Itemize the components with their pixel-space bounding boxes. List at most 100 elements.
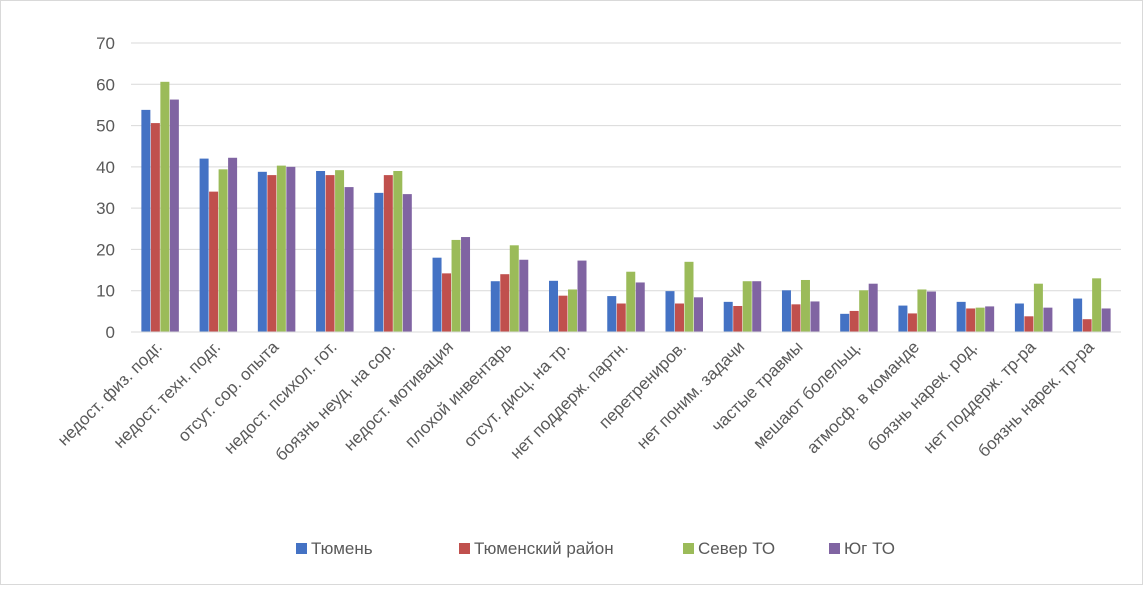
bar (926, 291, 936, 332)
legend-label: Юг ТО (844, 539, 895, 558)
x-category-label: недост. физ. подг. (54, 337, 166, 449)
legend-label: Север ТО (698, 539, 775, 558)
bar (1024, 316, 1034, 332)
x-category-label: недост. техн. подг. (110, 337, 224, 451)
bar (558, 295, 568, 332)
bar (316, 170, 326, 332)
bar (810, 301, 820, 332)
x-category-label: недост. психол. гот. (220, 337, 340, 457)
legend-swatch (296, 543, 307, 554)
bar (752, 281, 762, 332)
x-category-label: нет поддерж. тр-ра (920, 337, 1040, 457)
x-category-label: боязнь нарек. тр-ра (974, 337, 1098, 461)
bar (393, 170, 403, 332)
bar (791, 304, 801, 332)
legend: Тюмень Тюменский район Север ТО Юг ТО (296, 539, 895, 558)
bar (150, 123, 160, 332)
bar (800, 279, 810, 332)
y-tick-label: 10 (96, 282, 115, 301)
y-tick-label: 0 (106, 323, 115, 342)
bar (733, 305, 743, 332)
bar (635, 282, 645, 332)
bar (500, 274, 510, 332)
bar (577, 260, 587, 332)
bar (1073, 298, 1083, 332)
bar (674, 303, 684, 332)
bar (509, 245, 519, 332)
bar (1014, 303, 1024, 332)
x-category-label: нет поним. задачи (633, 337, 748, 452)
bar (257, 171, 267, 332)
x-category-label: боязнь нарек. род. (864, 337, 981, 454)
bar (665, 291, 675, 332)
bar (966, 308, 976, 332)
bar (160, 81, 170, 332)
bar (218, 169, 228, 332)
y-tick-label: 70 (96, 34, 115, 53)
bar (742, 281, 752, 332)
x-category-label: недост. мотивация (340, 337, 457, 454)
bar (442, 273, 452, 332)
bar (169, 99, 179, 332)
bar (141, 109, 151, 332)
bar (383, 175, 393, 332)
bar (568, 289, 578, 332)
bar (1082, 319, 1092, 332)
bar (549, 280, 559, 332)
bar (1092, 278, 1102, 332)
bars (141, 81, 1111, 332)
y-axis-tick-labels: 0 10 20 30 40 50 60 70 (96, 34, 115, 342)
bar (684, 261, 694, 332)
bar (276, 165, 286, 332)
bar (781, 290, 791, 332)
gridlines (131, 42, 1121, 292)
bar (693, 297, 703, 332)
bar (286, 166, 296, 332)
bar (985, 306, 995, 332)
legend-swatch (829, 543, 840, 554)
legend-item: Тюмень (296, 539, 373, 558)
y-tick-label: 20 (96, 240, 115, 259)
bar (335, 170, 345, 332)
bar (209, 191, 219, 332)
bar (723, 301, 733, 332)
bar (859, 290, 869, 332)
bar (451, 239, 461, 332)
bar (228, 157, 238, 332)
bar (1101, 308, 1111, 332)
bar (461, 237, 471, 332)
y-tick-label: 50 (96, 117, 115, 136)
bar (1043, 307, 1053, 332)
x-category-label: отсут. сор. опыта (174, 337, 283, 446)
legend-label: Тюменский район (474, 539, 614, 558)
bar (626, 271, 636, 332)
bar (267, 175, 277, 332)
bar (325, 175, 335, 332)
legend-swatch (459, 543, 470, 554)
bar (199, 158, 209, 332)
y-tick-label: 30 (96, 199, 115, 218)
y-tick-label: 40 (96, 158, 115, 177)
legend-item: Тюменский район (459, 539, 614, 558)
legend-item: Север ТО (683, 539, 775, 558)
bar (374, 192, 384, 332)
bar (519, 259, 529, 332)
bar (898, 305, 908, 332)
bar (840, 313, 850, 332)
bar (975, 307, 985, 332)
legend-label: Тюмень (311, 539, 373, 558)
bar (344, 187, 354, 332)
legend-item: Юг ТО (829, 539, 895, 558)
x-category-label: мешают болельщ. (749, 337, 864, 452)
x-category-label: атмосф. в команде (803, 337, 923, 457)
bar (1033, 283, 1043, 332)
bar (917, 289, 927, 332)
bar (956, 301, 966, 332)
bar (402, 194, 412, 332)
y-tick-label: 60 (96, 75, 115, 94)
bar (907, 313, 917, 332)
x-axis-category-labels: недост. физ. подг.недост. техн. подг.отс… (54, 337, 1098, 465)
legend-swatch (683, 543, 694, 554)
